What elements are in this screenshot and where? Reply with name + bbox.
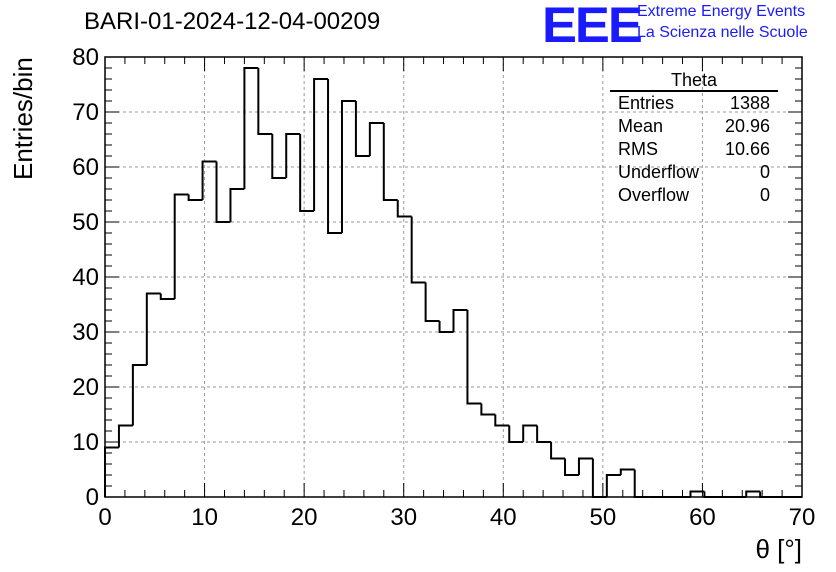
x-tick-label: 70: [789, 504, 816, 531]
histogram-bin: [745, 490, 761, 497]
y-axis-label: Entries/bin: [8, 57, 38, 180]
histogram-bin: [159, 293, 175, 300]
chart-title: BARI-01-2024-12-04-00209: [84, 8, 381, 35]
stats-title: Theta: [610, 70, 778, 92]
stats-row-mean: Mean 20.96: [610, 115, 778, 138]
histogram-bin: [104, 446, 119, 497]
histogram-bin: [577, 457, 593, 475]
histogram-bin: [619, 468, 635, 475]
histogram-bin: [229, 188, 245, 222]
y-tick-label: 60: [72, 154, 99, 181]
y-tick-label: 70: [72, 99, 99, 126]
histogram-bin: [689, 490, 705, 497]
stats-value: 0: [759, 185, 770, 205]
histogram-bin: [591, 458, 607, 498]
histogram-bin: [117, 424, 133, 448]
histogram-bin: [550, 442, 566, 460]
stats-value: 0: [759, 162, 770, 182]
stats-value: 10.66: [724, 139, 770, 159]
histogram-bin: [480, 403, 496, 416]
x-tick-label: 0: [98, 504, 111, 531]
histogram-bin: [438, 321, 454, 333]
histogram-bin: [354, 101, 370, 157]
stats-label: Overflow: [618, 185, 690, 205]
histogram-layer: [104, 67, 802, 498]
histogram-bin: [257, 68, 273, 135]
y-tick-label: 10: [72, 429, 99, 456]
histogram-bin: [396, 200, 412, 218]
histogram-bin: [368, 122, 384, 156]
histogram-bin: [522, 424, 538, 442]
x-tick-label: 30: [390, 504, 417, 531]
histogram-bin: [508, 425, 524, 443]
x-tick-label: 50: [590, 504, 617, 531]
tick-label-layer: 0 10 20 30 40 50 60 70 0 10 20 30 40 50 60 70 80: [72, 44, 815, 531]
histogram-bin: [633, 469, 649, 498]
y-tick-label: 20: [72, 374, 99, 401]
histogram-bin: [494, 414, 510, 427]
x-tick-label: 20: [291, 504, 318, 531]
y-tick-label: 30: [72, 319, 99, 346]
y-tick-label: 50: [72, 209, 99, 236]
eee-logo-mark: EEE: [542, 0, 643, 53]
histogram-bin: [131, 364, 147, 426]
logo-line-1: Extreme Energy Events: [637, 3, 806, 20]
histogram-bin: [466, 310, 482, 405]
stats-label: RMS: [618, 139, 658, 159]
histogram-bin: [299, 134, 315, 212]
logo-line-2: La Scienza nelle Scuole: [637, 24, 808, 41]
histogram-bin: [424, 282, 440, 322]
histogram-bin: [536, 425, 552, 443]
histogram-bin: [605, 474, 621, 497]
stats-box: Theta Entries 1388 Mean 20.96 RMS 10.66 …: [610, 70, 778, 207]
histogram-bin: [564, 458, 579, 476]
histogram-bin: [285, 133, 301, 178]
stats-row-rms: RMS 10.66: [610, 138, 778, 161]
grid-layer: [105, 57, 802, 497]
stats-label: Entries: [618, 93, 675, 113]
histogram-bin: [201, 160, 217, 200]
histogram-bin: [271, 134, 287, 179]
stats-row-overflow: Overflow 0: [610, 184, 778, 207]
stats-row-underflow: Underflow 0: [610, 161, 778, 184]
histogram-bin: [145, 292, 161, 365]
stats-label: Underflow: [618, 162, 700, 182]
histogram-bin: [703, 491, 719, 498]
histogram-bin: [215, 161, 231, 223]
x-tick-label: 40: [490, 504, 517, 531]
histogram-bin: [327, 79, 342, 234]
y-tick-label: 0: [86, 484, 99, 511]
stats-value: 1388: [729, 93, 770, 113]
histogram-bin: [173, 193, 189, 299]
x-axis-label: θ [°]: [755, 534, 802, 564]
histogram-bin: [340, 100, 356, 233]
axis-layer: [104, 56, 803, 498]
x-tick-label: 10: [191, 504, 218, 531]
histogram-bin: [243, 67, 259, 189]
histogram-bin: [313, 78, 329, 211]
histogram-bin: [410, 216, 426, 284]
stats-label: Mean: [618, 116, 664, 136]
histogram-bin: [452, 309, 468, 332]
histogram-bin: [382, 123, 398, 201]
y-tick-label: 40: [72, 264, 99, 291]
stats-row-entries: Entries 1388: [610, 92, 778, 115]
stats-value: 20.96: [724, 116, 770, 136]
x-tick-label: 60: [689, 504, 716, 531]
histogram-bin: [187, 194, 203, 201]
y-tick-label: 80: [72, 44, 99, 71]
